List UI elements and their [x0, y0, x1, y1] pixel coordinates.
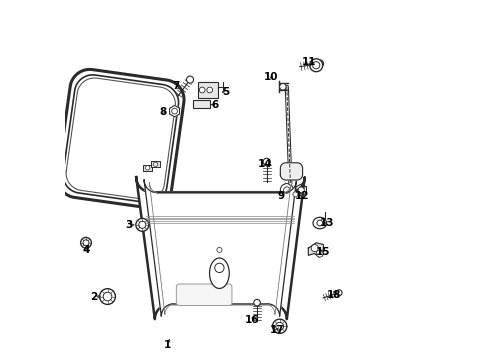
Text: 15: 15: [316, 247, 330, 257]
Circle shape: [275, 322, 283, 330]
Circle shape: [217, 247, 222, 252]
Circle shape: [83, 240, 89, 246]
Text: 13: 13: [319, 218, 333, 228]
Polygon shape: [66, 78, 175, 199]
Polygon shape: [169, 105, 179, 117]
Circle shape: [316, 250, 323, 257]
Circle shape: [316, 60, 323, 67]
Circle shape: [283, 187, 289, 193]
Circle shape: [199, 87, 204, 93]
Polygon shape: [136, 177, 304, 319]
Circle shape: [336, 290, 342, 296]
Polygon shape: [295, 184, 306, 196]
Text: 7: 7: [172, 81, 180, 91]
Circle shape: [309, 59, 322, 72]
Circle shape: [186, 76, 193, 83]
Bar: [143, 165, 152, 171]
Circle shape: [100, 289, 115, 305]
Circle shape: [312, 62, 319, 69]
Text: 8: 8: [159, 107, 166, 117]
Circle shape: [253, 300, 260, 306]
Circle shape: [145, 166, 149, 170]
Polygon shape: [280, 163, 302, 180]
Polygon shape: [308, 243, 323, 257]
Text: 18: 18: [326, 291, 341, 301]
Text: 12: 12: [294, 191, 308, 201]
Text: 3: 3: [125, 220, 132, 230]
Circle shape: [153, 162, 158, 166]
Circle shape: [292, 192, 297, 197]
Circle shape: [310, 244, 318, 252]
Circle shape: [171, 108, 177, 114]
Text: 5: 5: [222, 87, 229, 97]
Polygon shape: [58, 69, 183, 208]
Text: 4: 4: [82, 245, 89, 255]
Polygon shape: [144, 180, 296, 316]
Text: 9: 9: [277, 191, 284, 201]
Bar: [198, 82, 217, 98]
Text: 1: 1: [163, 340, 171, 350]
Text: 10: 10: [264, 72, 278, 82]
Text: 6: 6: [211, 100, 218, 110]
Circle shape: [139, 221, 145, 228]
Text: 2: 2: [90, 292, 97, 302]
Ellipse shape: [312, 217, 326, 229]
Bar: [151, 161, 160, 167]
Polygon shape: [63, 75, 178, 203]
FancyBboxPatch shape: [176, 284, 231, 306]
Circle shape: [103, 292, 112, 301]
Circle shape: [316, 220, 322, 226]
Text: 16: 16: [244, 315, 258, 325]
Bar: [192, 100, 210, 108]
Text: 11: 11: [301, 57, 316, 67]
Ellipse shape: [209, 258, 229, 288]
Circle shape: [263, 158, 270, 165]
Circle shape: [214, 263, 224, 273]
Circle shape: [298, 187, 304, 193]
Circle shape: [136, 219, 148, 231]
Circle shape: [81, 237, 91, 248]
Text: 17: 17: [269, 325, 284, 335]
Circle shape: [272, 319, 286, 333]
Circle shape: [206, 87, 212, 93]
Text: 14: 14: [258, 159, 272, 169]
Circle shape: [279, 84, 285, 90]
Circle shape: [280, 184, 293, 197]
